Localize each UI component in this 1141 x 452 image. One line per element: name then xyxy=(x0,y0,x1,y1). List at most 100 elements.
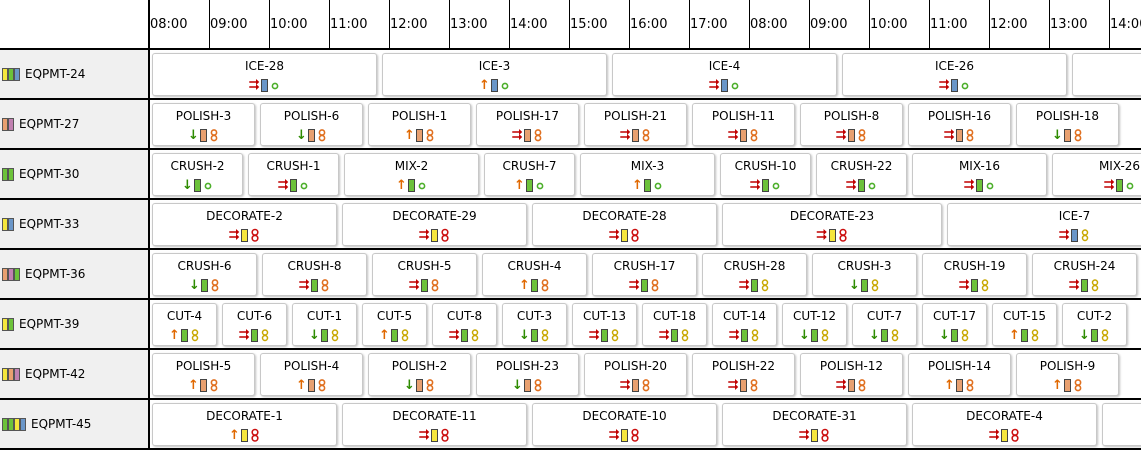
task-block[interactable]: POLISH-1 ↑ xyxy=(368,103,471,146)
task-block[interactable]: POLISH-20 ⮆ xyxy=(584,353,687,396)
task-block[interactable]: CUT-15 ↑ xyxy=(992,303,1057,346)
task-block[interactable]: CUT-4 ↑ xyxy=(152,303,217,346)
task-block[interactable]: POLISH-17 ⮆ xyxy=(476,103,579,146)
resource-header[interactable]: EQPMT-30 xyxy=(0,150,150,200)
task-block[interactable]: MIX-16 ⮆ xyxy=(912,153,1047,196)
resource-header[interactable]: EQPMT-27 xyxy=(0,100,150,150)
task-block[interactable] xyxy=(1102,403,1141,446)
task-block[interactable]: POLISH-22 ⮆ xyxy=(692,353,795,396)
task-block[interactable]: DECORATE-29 ⮆ xyxy=(342,203,527,246)
task-label: POLISH-18 xyxy=(1035,109,1100,123)
task-block[interactable]: POLISH-8 ⮆ xyxy=(800,103,903,146)
task-block[interactable]: POLISH-9 ↑ xyxy=(1016,353,1119,396)
task-block[interactable]: CRUSH-10 ⮆ xyxy=(720,153,811,196)
task-block[interactable]: CRUSH-24 ⮆ xyxy=(1032,253,1137,296)
task-block[interactable]: CUT-7 ↓ xyxy=(852,303,917,346)
task-block[interactable]: CUT-3 ↓ xyxy=(502,303,567,346)
priority-high-icon: ⮆ xyxy=(728,127,739,143)
task-block[interactable]: CRUSH-5 ⮆ xyxy=(372,253,477,296)
task-block[interactable]: POLISH-5 ↑ xyxy=(152,353,255,396)
task-block[interactable]: CRUSH-6 ↓ xyxy=(152,253,257,296)
task-block[interactable]: POLISH-16 ⮆ xyxy=(908,103,1011,146)
task-block[interactable]: DECORATE-23 ⮆ xyxy=(722,203,942,246)
task-block[interactable]: MIX-3 ↑ xyxy=(580,153,715,196)
task-block[interactable]: CRUSH-19 ⮆ xyxy=(922,253,1027,296)
task-block[interactable]: CRUSH-22 ⮆ xyxy=(816,153,907,196)
task-block[interactable]: CRUSH-4 ↑ xyxy=(482,253,587,296)
task-block[interactable]: ICE-4 ⮆ xyxy=(612,53,837,96)
task-block[interactable]: CUT-6 ⮆ xyxy=(222,303,287,346)
task-block[interactable]: CRUSH-2 ↓ xyxy=(152,153,243,196)
task-block[interactable]: POLISH-3 ↓ xyxy=(152,103,255,146)
task-block[interactable]: DECORATE-1 ↑ xyxy=(152,403,337,446)
skill-marker-icon xyxy=(321,328,328,342)
resource-label: EQPMT-27 xyxy=(19,117,80,131)
task-block[interactable]: POLISH-21 ⮆ xyxy=(584,103,687,146)
option-eight-icon xyxy=(431,279,439,292)
skill-marker-icon xyxy=(632,128,639,142)
skill-swatches xyxy=(2,167,14,181)
task-block[interactable]: CRUSH-1 ⮆ xyxy=(248,153,339,196)
resource-header[interactable]: EQPMT-36 xyxy=(0,250,150,300)
timeline-hour-label: 10:00 xyxy=(870,17,908,32)
task-block[interactable]: DECORATE-31 ⮆ xyxy=(722,403,907,446)
task-block[interactable]: DECORATE-28 ⮆ xyxy=(532,203,717,246)
task-block[interactable]: CRUSH-8 ⮆ xyxy=(262,253,367,296)
task-block[interactable]: CUT-14 ⮆ xyxy=(712,303,777,346)
task-block[interactable]: POLISH-14 ↑ xyxy=(908,353,1011,396)
task-block[interactable]: CRUSH-7 ↑ xyxy=(484,153,575,196)
task-icons: ⮆ xyxy=(153,228,336,242)
task-block[interactable]: CUT-8 ⮆ xyxy=(432,303,497,346)
timeline-tick: 14:00 xyxy=(1109,0,1141,48)
option-eight-icon xyxy=(541,279,549,292)
task-block[interactable]: ICE-3 ↑ xyxy=(382,53,607,96)
task-label: CRUSH-3 xyxy=(837,259,892,273)
resource-header[interactable]: EQPMT-45 xyxy=(0,400,150,450)
task-block[interactable]: DECORATE-10 ⮆ xyxy=(532,403,717,446)
task-block[interactable]: CUT-13 ⮆ xyxy=(572,303,637,346)
task-block[interactable]: ICE-26 ⮆ xyxy=(842,53,1067,96)
resource-header[interactable]: EQPMT-24 xyxy=(0,50,150,100)
task-block[interactable]: POLISH-12 ⮆ xyxy=(800,353,903,396)
task-block[interactable]: MIX-26 ⮆ xyxy=(1052,153,1141,196)
task-block[interactable]: CUT-2 ↓ xyxy=(1062,303,1127,346)
priority-medium-icon: ↑ xyxy=(632,177,643,193)
task-icons: ⮆ xyxy=(693,128,794,142)
task-block[interactable]: DECORATE-4 ⮆ xyxy=(912,403,1097,446)
task-block[interactable]: CUT-5 ↑ xyxy=(362,303,427,346)
timeline-tick: 17:00 xyxy=(689,0,727,48)
task-block[interactable]: CUT-1 ↓ xyxy=(292,303,357,346)
skill-marker-icon xyxy=(741,328,748,342)
skill-swatch xyxy=(14,367,20,381)
task-block[interactable]: CRUSH-3 ↓ xyxy=(812,253,917,296)
task-block[interactable] xyxy=(1072,53,1141,96)
skill-marker-icon xyxy=(524,378,531,392)
task-block[interactable]: ICE-7 ⮆ xyxy=(947,203,1141,246)
task-block[interactable]: POLISH-2 ↓ xyxy=(368,353,471,396)
task-block[interactable]: DECORATE-11 ⮆ xyxy=(342,403,527,446)
task-block[interactable]: CUT-18 ⮆ xyxy=(642,303,707,346)
task-block[interactable]: ICE-28 ⮆ xyxy=(152,53,377,96)
option-eight-icon xyxy=(321,279,329,292)
task-block[interactable]: POLISH-11 ⮆ xyxy=(692,103,795,146)
resource-lane: DECORATE-2 ⮆ DECORATE-29 ⮆ DECORATE-28 ⮆ DECOR… xyxy=(150,200,1141,250)
resource-header[interactable]: EQPMT-42 xyxy=(0,350,150,400)
task-block[interactable]: POLISH-18 ↓ xyxy=(1016,103,1119,146)
task-block[interactable]: CRUSH-17 ⮆ xyxy=(592,253,697,296)
task-label: CRUSH-7 xyxy=(502,159,557,173)
resource-header[interactable]: EQPMT-33 xyxy=(0,200,150,250)
task-block[interactable]: MIX-2 ↑ xyxy=(344,153,479,196)
task-block[interactable]: POLISH-4 ↑ xyxy=(260,353,363,396)
task-block[interactable]: POLISH-6 ↓ xyxy=(260,103,363,146)
task-label: CUT-13 xyxy=(583,309,626,323)
skill-swatch xyxy=(2,317,8,331)
timeline-tick: 14:00 xyxy=(509,0,547,48)
skill-marker-icon xyxy=(181,328,188,342)
task-block[interactable]: CUT-12 ↓ xyxy=(782,303,847,346)
task-block[interactable]: CRUSH-28 ⮆ xyxy=(702,253,807,296)
task-block[interactable]: POLISH-23 ↓ xyxy=(476,353,579,396)
task-block[interactable]: CUT-17 ↓ xyxy=(922,303,987,346)
resource-header[interactable]: EQPMT-39 xyxy=(0,300,150,350)
task-block[interactable]: DECORATE-2 ⮆ xyxy=(152,203,337,246)
task-icons: ⮆ xyxy=(693,378,794,392)
